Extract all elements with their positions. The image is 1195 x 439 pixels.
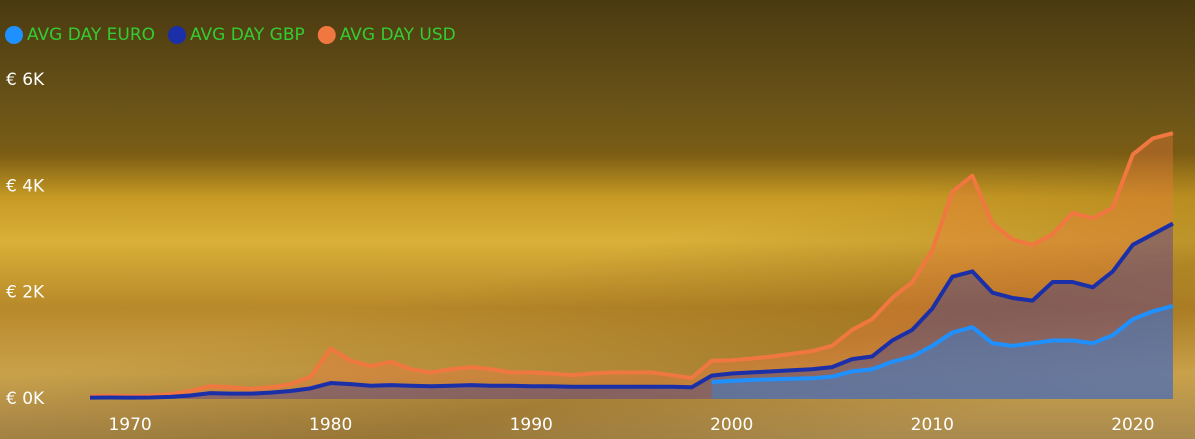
line: [89, 221, 1174, 400]
x-tick-label: 1970: [108, 415, 151, 435]
legend-label: AVG DAY GBP: [190, 25, 305, 45]
area: [90, 133, 1173, 399]
line: [89, 131, 1174, 399]
legend-label: AVG DAY USD: [340, 25, 456, 45]
legend-marker: [5, 26, 23, 44]
area: [711, 305, 1173, 399]
legend-marker: [168, 26, 187, 44]
line: [711, 304, 1174, 384]
x-tick-label: 2020: [1111, 415, 1154, 435]
y-tick-label: € 6K: [6, 70, 45, 90]
legend-label: AVG DAY EURO: [27, 25, 155, 45]
y-tick-label: € 4K: [6, 176, 45, 196]
area: [90, 223, 1173, 399]
legend-marker: [317, 26, 336, 44]
x-tick-label: 2000: [710, 415, 753, 435]
x-tick-label: 1990: [510, 415, 553, 435]
y-tick-label: € 2K: [6, 283, 45, 303]
x-tick-label: 2010: [911, 415, 954, 435]
y-tick-label: € 0K: [6, 389, 45, 409]
x-tick-label: 1980: [309, 415, 352, 435]
